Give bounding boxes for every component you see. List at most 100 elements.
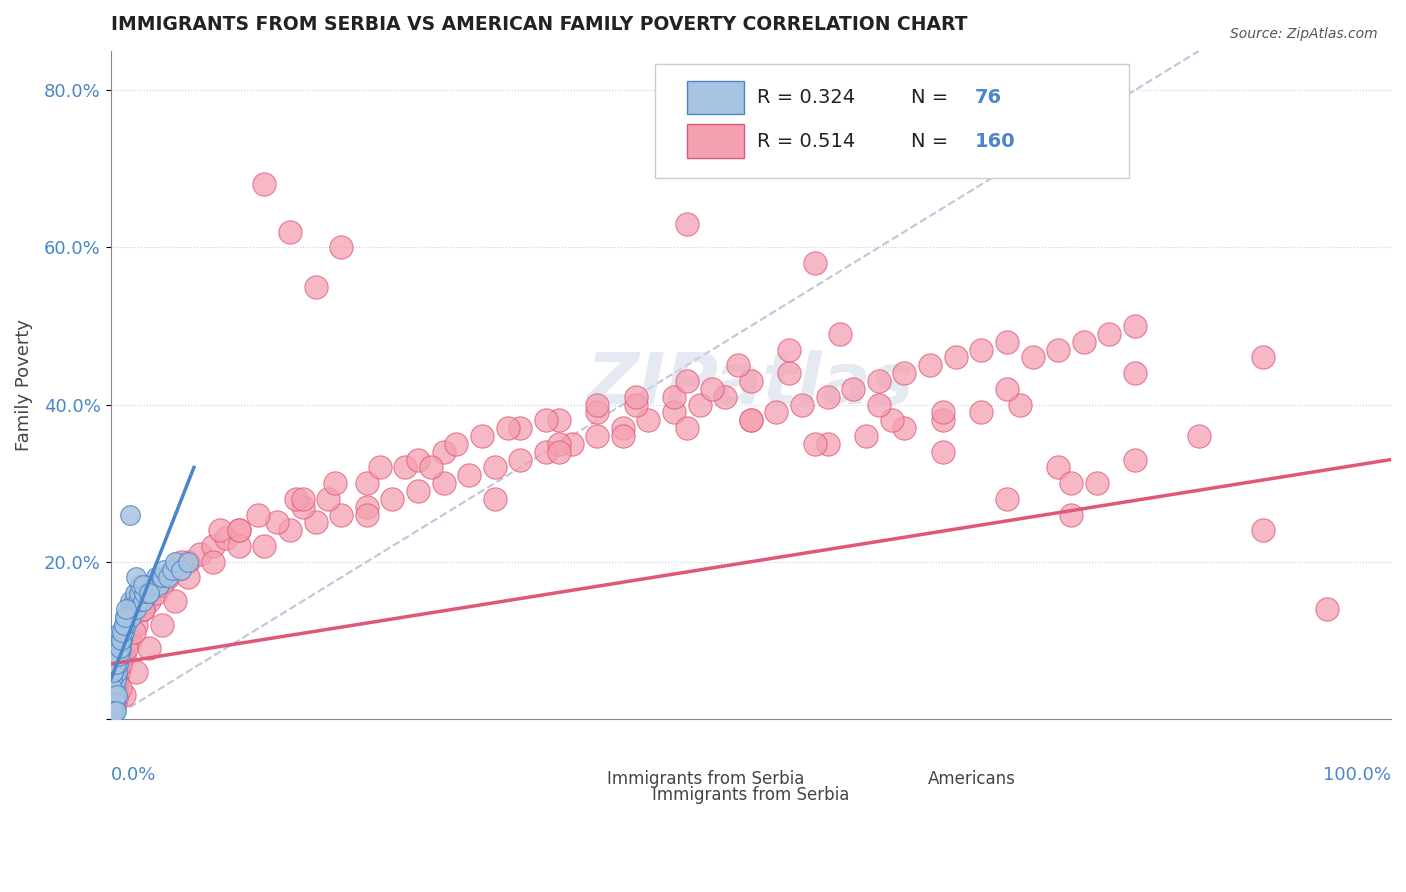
Americans xyxy=(995,334,1018,349)
Immigrants from Serbia xyxy=(110,641,132,656)
Immigrants from Serbia xyxy=(153,563,176,577)
Immigrants from Serbia xyxy=(115,617,138,632)
Americans xyxy=(1085,476,1108,491)
Americans xyxy=(138,641,160,656)
FancyBboxPatch shape xyxy=(655,64,1129,178)
Americans xyxy=(932,405,955,419)
Immigrants from Serbia xyxy=(121,602,143,616)
Americans xyxy=(458,468,481,483)
Immigrants from Serbia xyxy=(101,704,124,718)
Americans xyxy=(107,665,129,679)
Americans xyxy=(624,390,647,404)
Americans xyxy=(291,491,314,506)
Immigrants from Serbia xyxy=(103,665,125,679)
Americans xyxy=(920,358,942,372)
Americans xyxy=(432,476,454,491)
Americans xyxy=(208,524,231,538)
Americans xyxy=(817,390,839,404)
Americans xyxy=(103,696,125,710)
Americans xyxy=(1060,476,1083,491)
Americans xyxy=(330,508,353,522)
Immigrants from Serbia xyxy=(127,594,149,608)
Americans xyxy=(228,539,250,553)
Immigrants from Serbia xyxy=(138,586,160,600)
Americans xyxy=(115,641,138,656)
Americans xyxy=(101,681,124,695)
Americans xyxy=(547,444,569,458)
Immigrants from Serbia xyxy=(101,689,124,703)
Immigrants from Serbia xyxy=(145,570,167,584)
Immigrants from Serbia xyxy=(128,586,150,600)
Immigrants from Serbia xyxy=(105,641,128,656)
Americans xyxy=(509,452,531,467)
Americans xyxy=(103,665,125,679)
Text: R = 0.324: R = 0.324 xyxy=(758,88,855,107)
Immigrants from Serbia xyxy=(111,625,134,640)
Americans xyxy=(246,508,269,522)
Americans xyxy=(1251,351,1274,365)
Americans xyxy=(101,696,124,710)
Immigrants from Serbia xyxy=(112,617,135,632)
Americans xyxy=(176,555,198,569)
Americans xyxy=(842,382,865,396)
Y-axis label: Family Poverty: Family Poverty xyxy=(15,319,32,450)
Immigrants from Serbia xyxy=(108,649,131,664)
Immigrants from Serbia xyxy=(148,578,170,592)
Immigrants from Serbia xyxy=(118,594,141,608)
Americans xyxy=(304,516,326,530)
Immigrants from Serbia xyxy=(129,578,152,592)
Immigrants from Serbia xyxy=(104,649,127,664)
FancyBboxPatch shape xyxy=(558,765,598,792)
FancyBboxPatch shape xyxy=(688,81,744,114)
Americans xyxy=(381,491,404,506)
Americans xyxy=(1021,351,1043,365)
Americans xyxy=(105,673,128,687)
Americans xyxy=(1316,602,1339,616)
Text: Source: ZipAtlas.com: Source: ZipAtlas.com xyxy=(1230,27,1378,41)
Americans xyxy=(970,405,993,419)
FancyBboxPatch shape xyxy=(879,765,917,792)
Immigrants from Serbia xyxy=(111,633,134,648)
Americans xyxy=(108,657,131,671)
Immigrants from Serbia xyxy=(120,609,142,624)
Americans xyxy=(496,421,519,435)
Immigrants from Serbia xyxy=(160,563,183,577)
Americans xyxy=(612,421,634,435)
Americans xyxy=(970,343,993,357)
Americans xyxy=(432,444,454,458)
Americans xyxy=(932,444,955,458)
Immigrants from Serbia xyxy=(105,665,128,679)
Americans xyxy=(103,673,125,687)
Text: 160: 160 xyxy=(974,131,1015,151)
Americans xyxy=(778,366,800,380)
Americans xyxy=(534,444,557,458)
Americans xyxy=(253,178,276,192)
Immigrants from Serbia xyxy=(103,665,125,679)
Americans xyxy=(304,279,326,293)
Americans xyxy=(945,351,967,365)
Americans xyxy=(108,681,131,695)
Immigrants from Serbia xyxy=(108,641,131,656)
Immigrants from Serbia xyxy=(125,570,148,584)
Immigrants from Serbia xyxy=(107,633,129,648)
Americans xyxy=(356,476,378,491)
Americans xyxy=(103,689,125,703)
Immigrants from Serbia xyxy=(103,673,125,687)
Immigrants from Serbia xyxy=(141,578,163,592)
Immigrants from Serbia xyxy=(132,578,155,592)
Americans xyxy=(561,437,583,451)
Americans xyxy=(586,429,609,443)
Americans xyxy=(215,531,238,545)
Americans xyxy=(586,398,609,412)
Americans xyxy=(145,586,167,600)
Americans xyxy=(323,476,346,491)
Immigrants from Serbia xyxy=(101,704,124,718)
Americans xyxy=(868,398,890,412)
Immigrants from Serbia xyxy=(101,681,124,695)
Americans xyxy=(1188,429,1211,443)
Americans xyxy=(356,508,378,522)
Americans xyxy=(727,358,749,372)
Immigrants from Serbia xyxy=(107,657,129,671)
Immigrants from Serbia xyxy=(103,657,125,671)
Immigrants from Serbia xyxy=(132,594,155,608)
